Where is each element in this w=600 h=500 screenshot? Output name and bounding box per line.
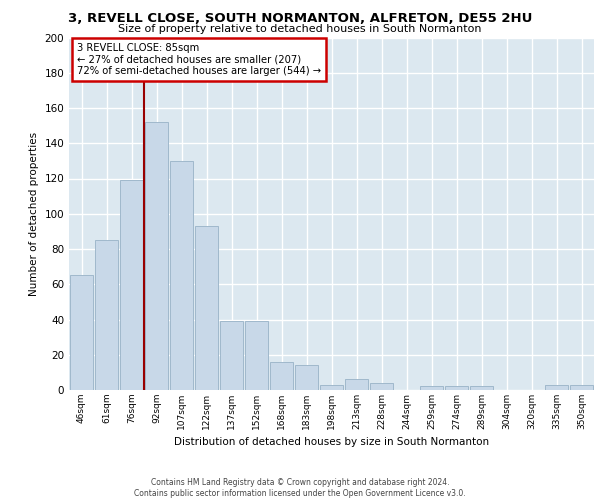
Bar bbox=[170, 161, 193, 390]
Text: Size of property relative to detached houses in South Normanton: Size of property relative to detached ho… bbox=[118, 24, 482, 34]
Bar bbox=[569, 384, 593, 390]
Bar bbox=[445, 386, 469, 390]
Bar bbox=[220, 322, 244, 390]
Bar bbox=[470, 386, 493, 390]
Bar bbox=[119, 180, 143, 390]
Text: 3, REVELL CLOSE, SOUTH NORMANTON, ALFRETON, DE55 2HU: 3, REVELL CLOSE, SOUTH NORMANTON, ALFRET… bbox=[68, 12, 532, 26]
Text: Contains HM Land Registry data © Crown copyright and database right 2024.
Contai: Contains HM Land Registry data © Crown c… bbox=[134, 478, 466, 498]
X-axis label: Distribution of detached houses by size in South Normanton: Distribution of detached houses by size … bbox=[174, 438, 489, 448]
Bar bbox=[320, 384, 343, 390]
Bar bbox=[419, 386, 443, 390]
Bar bbox=[370, 383, 394, 390]
Bar bbox=[95, 240, 118, 390]
Bar bbox=[295, 366, 319, 390]
Bar bbox=[545, 384, 568, 390]
Bar bbox=[194, 226, 218, 390]
Y-axis label: Number of detached properties: Number of detached properties bbox=[29, 132, 39, 296]
Bar bbox=[269, 362, 293, 390]
Bar bbox=[70, 276, 94, 390]
Bar bbox=[145, 122, 169, 390]
Bar bbox=[344, 380, 368, 390]
Bar bbox=[245, 322, 268, 390]
Text: 3 REVELL CLOSE: 85sqm
← 27% of detached houses are smaller (207)
72% of semi-det: 3 REVELL CLOSE: 85sqm ← 27% of detached … bbox=[77, 43, 321, 76]
